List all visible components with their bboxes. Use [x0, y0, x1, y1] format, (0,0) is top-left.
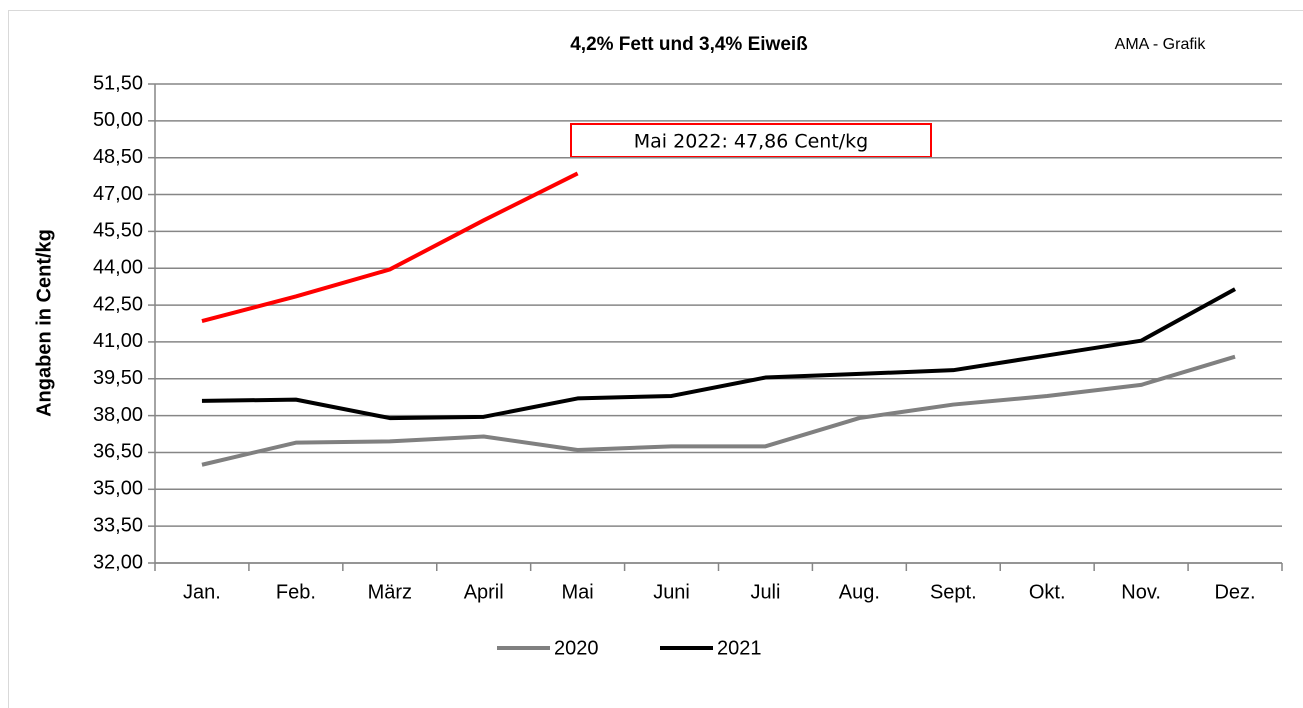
y-tick-label: 48,50 — [93, 146, 143, 168]
x-tick-label: Aug. — [839, 581, 880, 603]
legend-label: 2021 — [717, 637, 762, 659]
y-tick-label: 50,00 — [93, 109, 143, 131]
x-tick-label: Juni — [653, 581, 690, 603]
series-line — [201, 171, 579, 323]
series-line — [201, 287, 1237, 421]
y-tick-label: 41,00 — [93, 330, 143, 352]
y-tick-label: 38,00 — [93, 404, 143, 426]
x-tick-label: Sept. — [930, 581, 977, 603]
y-tick-label: 47,00 — [93, 183, 143, 205]
series-line — [201, 354, 1236, 467]
y-tick-label: 51,50 — [93, 72, 143, 94]
legend-label: 2020 — [554, 637, 599, 659]
y-axis-label: Angaben in Cent/kg — [33, 229, 55, 417]
y-tick-label: 32,00 — [93, 551, 143, 573]
chart-border — [8, 10, 1303, 708]
x-tick-label: Jan. — [183, 581, 221, 603]
y-tick-label: 33,50 — [93, 514, 143, 536]
annotation: Mai 2022: 47,86 Cent/kg — [634, 131, 869, 153]
x-tick-label: Juli — [750, 581, 780, 603]
y-tick-label: 36,50 — [93, 441, 143, 463]
x-tick-label: Feb. — [276, 581, 316, 603]
x-tick-label: Mai — [562, 581, 594, 603]
source-label: AMA - Grafik — [1115, 36, 1207, 53]
y-tick-label: 35,00 — [93, 478, 143, 500]
chart-title: 4,2% Fett und 3,4% Eiweiß — [570, 34, 808, 55]
y-tick-label: 44,00 — [93, 257, 143, 279]
x-tick-label: März — [368, 581, 412, 603]
x-tick-label: April — [464, 581, 504, 603]
x-tick-label: Nov. — [1121, 581, 1161, 603]
x-tick-label: Okt. — [1029, 581, 1066, 603]
x-tick-label: Dez. — [1214, 581, 1255, 603]
annotation-box — [570, 123, 932, 158]
y-tick-label: 45,50 — [93, 220, 143, 242]
y-tick-label: 39,50 — [93, 367, 143, 389]
y-tick-label: 42,50 — [93, 293, 143, 315]
